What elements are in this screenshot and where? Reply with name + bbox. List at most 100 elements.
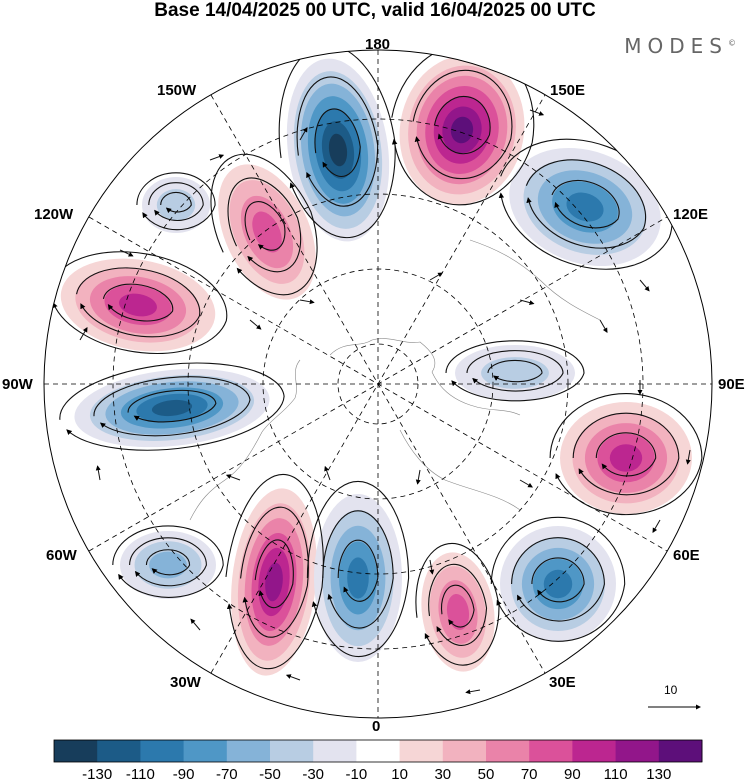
colorbar-segment xyxy=(572,740,617,762)
negative-anomaly-5w xyxy=(314,494,402,662)
streamline xyxy=(227,177,302,273)
label-lon-150w: 150W xyxy=(157,82,197,99)
label-lon-30e: 30E xyxy=(549,674,576,691)
streamline xyxy=(210,153,318,296)
flow-arrow xyxy=(529,109,545,116)
streamline xyxy=(102,283,174,322)
colorbar-tick-label: -130 xyxy=(82,766,113,783)
streamline xyxy=(314,108,361,178)
colorbar-segment xyxy=(356,740,401,762)
streamline xyxy=(525,159,647,249)
negative-anomaly-85e xyxy=(455,345,575,401)
streamline xyxy=(441,584,475,628)
colorbar-segment xyxy=(442,740,487,762)
streamline xyxy=(49,251,228,354)
flow-arrow xyxy=(299,127,308,141)
label-lon-150e: 150E xyxy=(550,82,586,99)
anomaly-contour-fill xyxy=(347,557,369,599)
colorbar-tick-label: 90 xyxy=(564,766,581,783)
colorbar-segment xyxy=(486,740,530,762)
flow-arrow xyxy=(209,154,225,161)
colorbar-tick-label: -10 xyxy=(345,766,368,783)
flow-arrow xyxy=(225,474,241,481)
negative-anomaly-80w xyxy=(74,368,270,448)
streamline xyxy=(445,340,585,402)
colorbar-segment xyxy=(183,740,228,762)
flow-arrow xyxy=(188,690,201,701)
label-lon-120e: 120E xyxy=(673,206,709,223)
colorbar-segment xyxy=(529,740,573,762)
flow-arrow xyxy=(519,479,533,488)
colorbar-tick-label: 110 xyxy=(603,766,628,783)
flow-arrow xyxy=(190,618,201,631)
flow-arrow xyxy=(652,519,661,533)
flow-arrow xyxy=(599,319,608,333)
colorbar-segment xyxy=(270,740,314,762)
flow-arrow xyxy=(299,299,315,305)
streamline xyxy=(93,376,251,437)
colorbar-segment xyxy=(399,740,444,762)
streamline xyxy=(322,510,394,629)
streamline xyxy=(160,191,192,214)
streamline xyxy=(433,95,491,155)
label-lon-60w: 60W xyxy=(46,547,77,564)
flow-arrow xyxy=(639,279,650,292)
streamline xyxy=(127,389,217,423)
anomaly-contour-fill xyxy=(328,133,348,167)
anomaly-contour-fill xyxy=(566,192,604,222)
streamline xyxy=(466,350,564,392)
anomaly-contour-fill xyxy=(265,562,283,602)
anomaly-contour-fill xyxy=(543,569,573,599)
streamline xyxy=(572,412,680,496)
flow-arrow xyxy=(249,319,262,330)
colorbar-frame xyxy=(53,739,703,763)
coastlines xyxy=(189,239,601,521)
colorbar-segment xyxy=(658,740,703,762)
streamline xyxy=(511,537,605,622)
flow-arrow xyxy=(465,689,481,695)
label-lon-90e: 90E xyxy=(718,376,745,393)
anomaly-contour-fill xyxy=(151,399,193,417)
streamline xyxy=(278,50,396,239)
anomaly-contour-fill xyxy=(450,116,474,144)
flow-arrow xyxy=(285,674,301,681)
colorbar-tick-label: 30 xyxy=(434,766,452,783)
positive-anomaly-150e xyxy=(399,55,525,205)
streamline xyxy=(129,537,207,587)
anomaly-contour-fill xyxy=(252,211,282,253)
flow-arrow xyxy=(415,469,421,485)
flow-arrow xyxy=(104,595,111,611)
colorbar-segment xyxy=(54,740,98,762)
anomaly-contour-fill xyxy=(156,189,196,221)
negative-anomaly-35e xyxy=(500,526,616,642)
streamline xyxy=(498,138,673,270)
map-title: Base 14/04/2025 00 UTC, valid 16/04/2025… xyxy=(154,0,596,21)
anomaly-contour-fill xyxy=(149,551,187,579)
colorbar-segment xyxy=(140,740,185,762)
positive-anomaly-70e xyxy=(560,402,692,514)
colorbar-tick-label: 10 xyxy=(391,766,408,783)
flow-arrow xyxy=(149,112,163,121)
flow-arrow xyxy=(429,559,435,575)
negative-anomaly-160w xyxy=(142,177,210,233)
label-lon-60e: 60E xyxy=(673,547,700,564)
colorbar-tick-label: -110 xyxy=(125,766,155,783)
colorbar-tick-label: 70 xyxy=(520,766,538,783)
label-lon-30w: 30W xyxy=(170,674,201,691)
flow-arrow xyxy=(79,327,88,341)
colorbar-tick-label: -90 xyxy=(172,766,195,783)
brand-mark: © xyxy=(728,38,736,48)
streamline xyxy=(490,516,626,642)
label-lon-0: 0 xyxy=(372,718,381,735)
streamline xyxy=(337,539,379,602)
flow-arrow xyxy=(95,465,101,481)
flow-arrow xyxy=(519,299,535,306)
flow-arrow xyxy=(587,649,601,658)
brand-logo: MODES© xyxy=(624,34,736,58)
streamline xyxy=(595,432,657,477)
flow-arrow xyxy=(685,449,691,465)
streamline xyxy=(254,539,294,609)
colorbar-segment xyxy=(97,740,141,762)
streamline xyxy=(112,525,224,598)
